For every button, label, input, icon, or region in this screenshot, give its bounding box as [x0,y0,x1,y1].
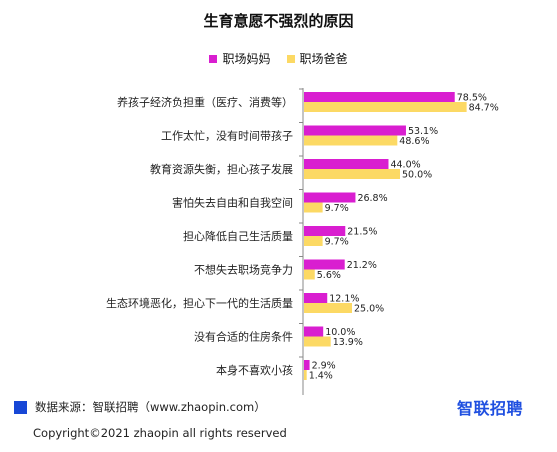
bar-fathers [304,370,307,380]
data-label: 2.9% [312,361,336,372]
legend-label-fathers: 职场爸爸 [299,52,348,66]
data-label: 48.6% [399,136,429,147]
category-label: 养孩子经济负担重（医疗、消费等） [117,95,293,109]
data-label: 84.7% [469,103,499,114]
bar-mothers [304,192,356,203]
chart-title: 生育意愿不强烈的原因 [203,12,354,30]
data-label: 44.0% [390,160,420,171]
data-label: 5.6% [317,270,341,281]
legend: 职场妈妈 职场爸爸 [0,50,557,67]
bar-mothers [304,360,310,370]
data-label: 1.4% [309,371,333,382]
copyright-text: Copyright©2021 zhaopin all rights reserv… [33,426,287,440]
bar-mothers [304,326,324,337]
zhaopin-logo: 智联招聘 [457,399,524,418]
category-label: 不想失去职场竞争力 [194,263,293,277]
bar-mothers [304,226,346,236]
legend-swatch-mothers [209,54,218,63]
data-label: 21.5% [347,227,377,238]
bar-fathers [304,336,331,347]
category-label: 害怕失去自由和自我空间 [172,196,293,210]
bar-fathers [304,135,398,146]
data-label: 9.7% [325,203,349,214]
bar-mothers [304,92,455,102]
legend-item-fathers: 职场爸爸 [286,50,348,67]
legend-swatch-fathers [286,54,295,63]
bar-fathers [304,169,400,179]
data-label: 26.8% [357,193,387,204]
bar-fathers [304,303,352,313]
data-label: 25.0% [354,304,384,315]
bar-fathers [304,236,323,246]
category-label: 担心降低自己生活质量 [183,229,293,243]
bar-fathers [304,102,467,112]
bar-mothers [304,259,345,270]
bar-mothers [304,159,389,169]
bar-chart: 养孩子经济负担重（医疗、消费等） 78.5%84.7% 工作太忙，没有时间带孩子 53… [106,88,499,395]
category-label: 生态环境恶化，担心下一代的生活质量 [106,296,293,310]
bar-mothers [304,293,328,303]
category-label: 没有合适的住房条件 [194,330,293,344]
bar-fathers [304,269,315,280]
data-label: 21.2% [347,260,377,271]
data-label: 13.9% [333,337,363,348]
data-label: 78.5% [457,93,487,104]
data-label: 50.0% [402,170,432,181]
data-label: 12.1% [329,294,359,305]
data-source: 数据来源：智联招聘（www.zhaopin.com） [14,399,266,415]
data-label: 10.0% [325,327,355,338]
category-label: 本身不喜欢小孩 [216,363,293,377]
bar-mothers [304,125,406,136]
bar-fathers [304,202,323,213]
category-label: 工作太忙，没有时间带孩子 [161,129,293,143]
legend-label-mothers: 职场妈妈 [222,52,271,66]
data-source-text: 数据来源：智联招聘（www.zhaopin.com） [35,400,266,414]
data-label: 53.1% [408,126,438,137]
square-icon [14,400,27,414]
category-label: 教育资源失衡，担心孩子发展 [150,162,293,176]
data-label: 9.7% [325,237,349,248]
legend-item-mothers: 职场妈妈 [209,50,271,67]
